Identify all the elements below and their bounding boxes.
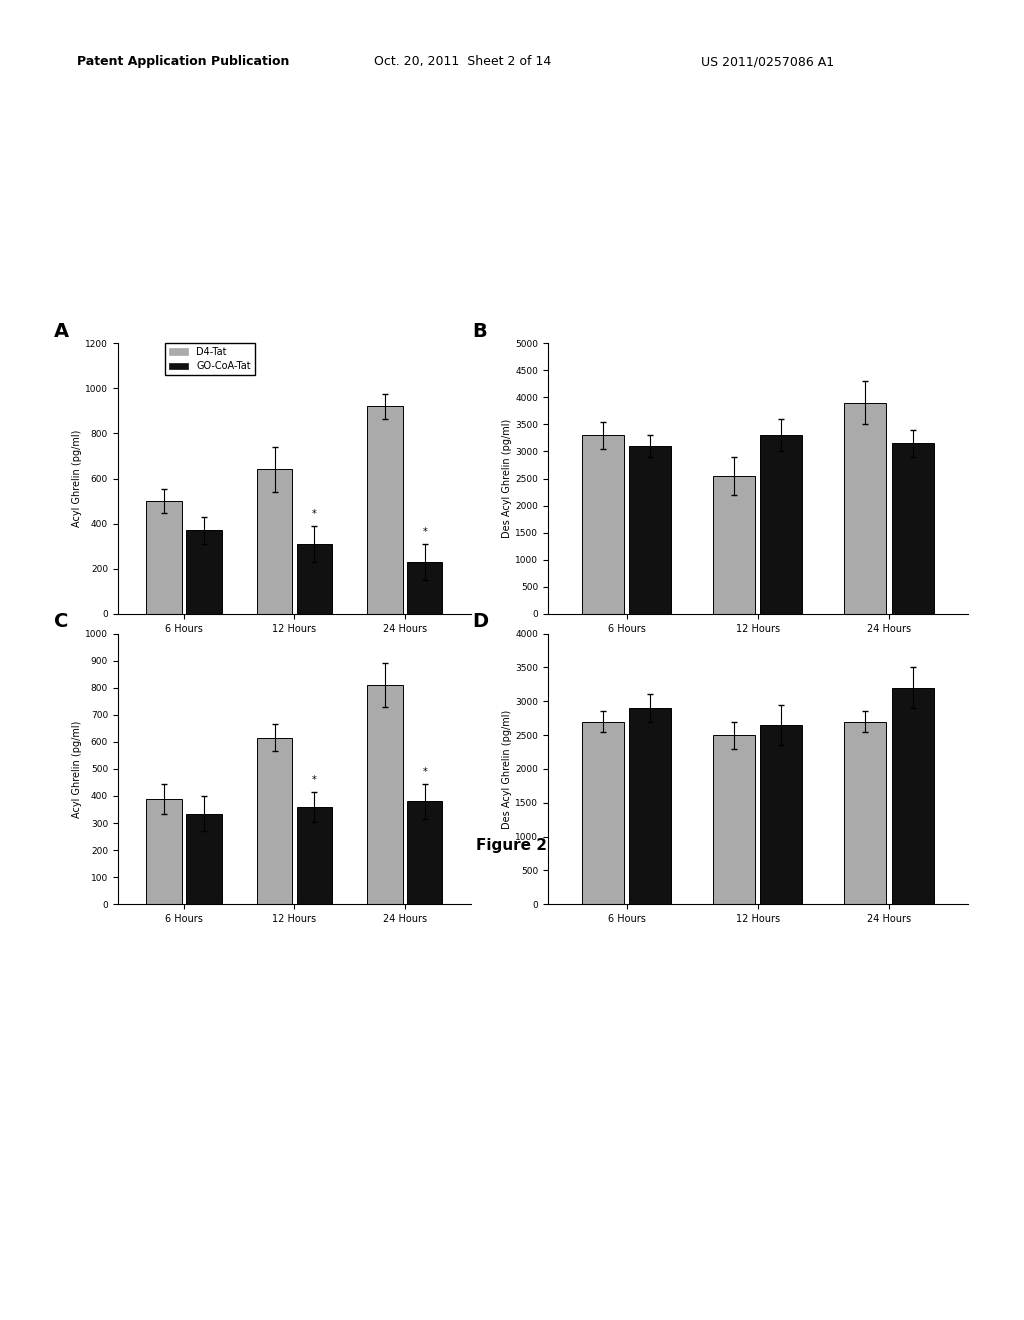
Bar (892, 444, 934, 614)
Bar (629, 446, 671, 614)
Bar (761, 725, 803, 904)
Bar (368, 407, 402, 614)
Text: Oct. 20, 2011  Sheet 2 of 14: Oct. 20, 2011 Sheet 2 of 14 (374, 55, 551, 69)
Text: *: * (312, 775, 316, 785)
Bar (368, 685, 402, 904)
Bar (582, 436, 624, 614)
Bar (629, 708, 671, 904)
Text: *: * (422, 527, 427, 537)
Bar (892, 688, 934, 904)
Text: Patent Application Publication: Patent Application Publication (77, 55, 289, 69)
Text: C: C (54, 612, 69, 631)
Y-axis label: Des Acyl Ghrelin (pg/ml): Des Acyl Ghrelin (pg/ml) (503, 709, 512, 829)
Text: *: * (422, 767, 427, 777)
Y-axis label: Des Acyl Ghrelin (pg/ml): Des Acyl Ghrelin (pg/ml) (503, 418, 512, 539)
Bar (146, 799, 182, 904)
Bar (713, 475, 755, 614)
Bar (761, 436, 803, 614)
Text: A: A (54, 322, 70, 341)
Y-axis label: Acyl Ghrelin (pg/ml): Acyl Ghrelin (pg/ml) (73, 430, 82, 527)
Legend: D4-Tat, GO-CoA-Tat: D4-Tat, GO-CoA-Tat (165, 343, 255, 375)
Bar (582, 722, 624, 904)
Bar (297, 544, 332, 614)
Text: US 2011/0257086 A1: US 2011/0257086 A1 (701, 55, 835, 69)
Bar (257, 470, 292, 614)
Bar (297, 807, 332, 904)
Bar (186, 531, 221, 614)
Text: *: * (312, 510, 316, 519)
Y-axis label: Acyl Ghrelin (pg/ml): Acyl Ghrelin (pg/ml) (73, 721, 82, 817)
Bar (713, 735, 755, 904)
Bar (186, 813, 221, 904)
Bar (407, 562, 442, 614)
Bar (146, 502, 182, 614)
Bar (845, 403, 887, 614)
Bar (845, 722, 887, 904)
Text: B: B (472, 322, 487, 341)
Bar (257, 738, 292, 904)
Text: D: D (472, 612, 488, 631)
Text: Figure 2: Figure 2 (476, 838, 548, 853)
Bar (407, 801, 442, 904)
